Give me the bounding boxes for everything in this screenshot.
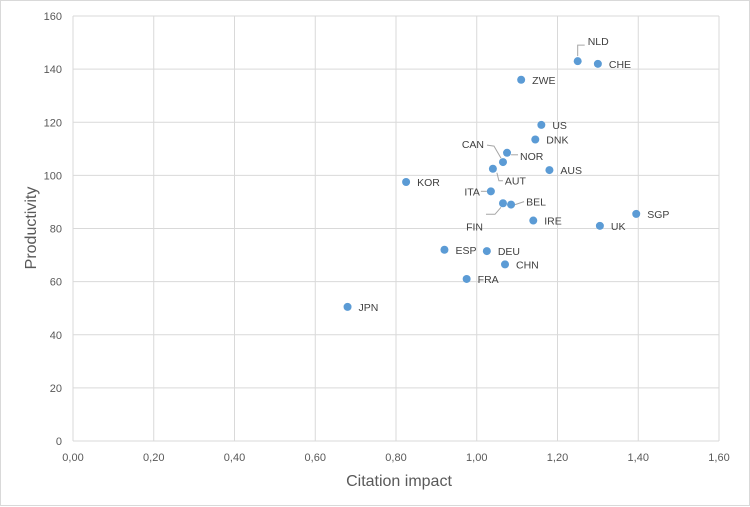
y-tick-label: 40	[50, 330, 62, 342]
data-point	[462, 274, 471, 283]
y-tick-label: 100	[44, 170, 62, 182]
data-label: AUS	[560, 165, 582, 177]
data-point	[402, 178, 411, 187]
y-tick-label: 0	[56, 436, 62, 448]
y-tick-label: 160	[44, 11, 62, 23]
y-tick-label: 140	[44, 64, 62, 76]
data-point	[501, 260, 510, 269]
data-label: KOR	[417, 177, 440, 189]
x-axis-title: Citation impact	[346, 473, 452, 490]
data-label: CHN	[516, 259, 539, 271]
x-tick-label: 0,80	[385, 452, 406, 464]
x-tick-label: 0,20	[143, 452, 164, 464]
data-label: SGP	[647, 209, 669, 221]
y-axis-title: Productivity	[23, 187, 40, 270]
data-label: NLD	[588, 36, 609, 48]
data-label: FRA	[478, 274, 499, 286]
data-label: ITA	[464, 186, 480, 198]
y-tick-label: 120	[44, 117, 62, 129]
x-tick-labels: 0,00 0,20 0,40 0,60 0,80 1,00 1,20 1,40 1,60	[62, 452, 729, 464]
data-label: AUT	[505, 176, 527, 188]
y-tick-labels: 0 20 40 60 80 100 120 140 160	[44, 11, 62, 448]
x-tick-label: 1,00	[466, 452, 487, 464]
x-tick-label: 1,20	[547, 452, 568, 464]
data-point	[482, 247, 491, 256]
data-point	[593, 59, 602, 68]
data-point	[343, 302, 352, 311]
leader-line	[514, 201, 525, 206]
data-label: NOR	[520, 151, 544, 163]
data-point	[632, 209, 641, 218]
label-leader-lines	[480, 44, 585, 215]
x-tick-label: 1,40	[628, 452, 649, 464]
data-label: DNK	[546, 135, 568, 147]
data-label: UK	[611, 221, 626, 233]
y-tick-label: 60	[50, 277, 62, 289]
data-points	[343, 57, 641, 311]
data-point	[488, 164, 497, 173]
leader-line	[577, 44, 585, 57]
data-point	[517, 75, 526, 84]
data-label: BEL	[526, 197, 546, 209]
data-point	[498, 158, 507, 167]
data-label: JPN	[359, 302, 379, 314]
data-label: ZWE	[532, 75, 555, 87]
data-point	[531, 135, 540, 144]
data-point	[545, 166, 554, 175]
grid-lines	[72, 15, 720, 442]
data-label: CHE	[609, 59, 631, 71]
leader-line	[496, 172, 503, 182]
data-label: CAN	[462, 139, 484, 151]
y-tick-label: 20	[50, 383, 62, 395]
data-point	[529, 216, 538, 225]
data-point	[507, 200, 516, 209]
data-point	[498, 199, 507, 208]
data-point	[595, 221, 604, 230]
x-tick-label: 0,00	[62, 452, 83, 464]
data-label: DEU	[498, 246, 520, 258]
x-tick-label: 0,40	[224, 452, 245, 464]
y-tick-label: 80	[50, 224, 62, 236]
data-point	[486, 187, 495, 196]
data-label: FIN	[466, 221, 483, 233]
data-label: IRE	[544, 216, 562, 228]
data-label: US	[552, 120, 567, 132]
leader-line	[485, 206, 502, 215]
x-tick-label: 0,60	[305, 452, 326, 464]
data-point	[440, 245, 449, 254]
leader-line	[486, 144, 502, 159]
data-point	[503, 148, 512, 157]
x-tick-label: 1,60	[708, 452, 729, 464]
data-point	[573, 57, 582, 66]
data-label: ESP	[455, 245, 476, 257]
data-point	[537, 120, 546, 129]
